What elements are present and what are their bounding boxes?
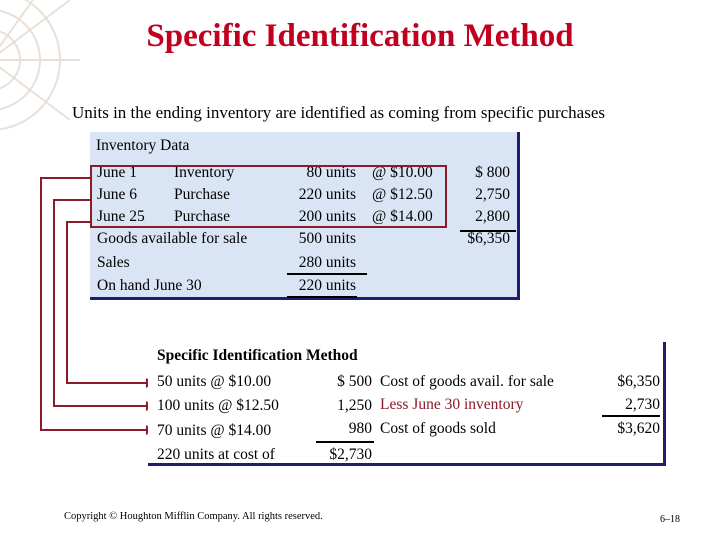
- purchases-highlight-frame: [90, 165, 447, 228]
- summary-value: $3,620: [617, 420, 660, 437]
- connector-line: [40, 177, 92, 179]
- specific-heading: Specific Identification Method: [157, 347, 358, 364]
- row-cost: 2,800: [475, 208, 510, 225]
- row-price: @ $12.50: [372, 186, 433, 203]
- calc-line-amount: 980: [348, 420, 372, 437]
- row-cost: 2,750: [475, 186, 510, 203]
- calc-total-amount: $2,730: [329, 446, 372, 463]
- connector-line: [66, 382, 146, 384]
- underline: [287, 296, 357, 298]
- row-cost: $ 800: [475, 164, 510, 181]
- connector-line: [53, 405, 146, 407]
- calc-total-desc: 220 units at cost of: [157, 446, 275, 463]
- row-units: 220 units: [298, 186, 356, 203]
- connector-line: [53, 199, 92, 201]
- summary-label: Cost of goods sold: [380, 420, 496, 437]
- sales-label: Sales: [97, 254, 130, 271]
- page-title: Specific Identification Method: [146, 18, 574, 54]
- underline: [602, 415, 660, 417]
- connector-line: [66, 221, 92, 223]
- inventory-heading: Inventory Data: [96, 137, 190, 154]
- row-type: Purchase: [174, 208, 230, 225]
- subtitle: Units in the ending inventory are identi…: [72, 103, 605, 122]
- decorative-compass-background: [0, 0, 80, 130]
- connector-line: [40, 429, 146, 431]
- row-units: 80 units: [306, 164, 356, 181]
- calc-line-desc: 100 units @ $12.50: [157, 397, 279, 414]
- page-number: 6–18: [660, 514, 680, 525]
- row-type: Inventory: [174, 164, 235, 181]
- connector-line: [40, 177, 42, 430]
- connector-line: [66, 221, 68, 383]
- row-units: 200 units: [298, 208, 356, 225]
- copyright-footer: Copyright © Houghton Mifflin Company. Al…: [64, 511, 323, 522]
- row-type: Purchase: [174, 186, 230, 203]
- row-price: @ $14.00: [372, 208, 433, 225]
- row-price: @ $10.00: [372, 164, 433, 181]
- inventory-data-box: [90, 132, 520, 300]
- row-date: June 1: [97, 164, 138, 181]
- calc-line-desc: 70 units @ $14.00: [157, 422, 272, 439]
- underline: [316, 441, 374, 443]
- goods-available-units: 500 units: [298, 230, 356, 247]
- row-date: June 6: [97, 186, 138, 203]
- goods-available-label: Goods available for sale: [97, 230, 248, 247]
- on-hand-units: 220 units: [298, 277, 356, 294]
- underline: [460, 230, 516, 232]
- on-hand-label: On hand June 30: [97, 277, 202, 294]
- row-date: June 25: [97, 208, 145, 225]
- summary-value: 2,730: [625, 396, 660, 413]
- sales-units: 280 units: [298, 254, 356, 271]
- summary-label: Cost of goods avail. for sale: [380, 373, 554, 390]
- connector-line: [53, 199, 55, 406]
- summary-label: Less June 30 inventory: [380, 396, 524, 413]
- goods-available-cost: $6,350: [467, 230, 510, 247]
- specific-identification-box: [148, 342, 666, 466]
- underline: [287, 273, 367, 275]
- calc-line-desc: 50 units @ $10.00: [157, 373, 272, 390]
- calc-line-amount: 1,250: [337, 397, 372, 414]
- summary-value: $6,350: [617, 373, 660, 390]
- calc-line-amount: $ 500: [337, 373, 372, 390]
